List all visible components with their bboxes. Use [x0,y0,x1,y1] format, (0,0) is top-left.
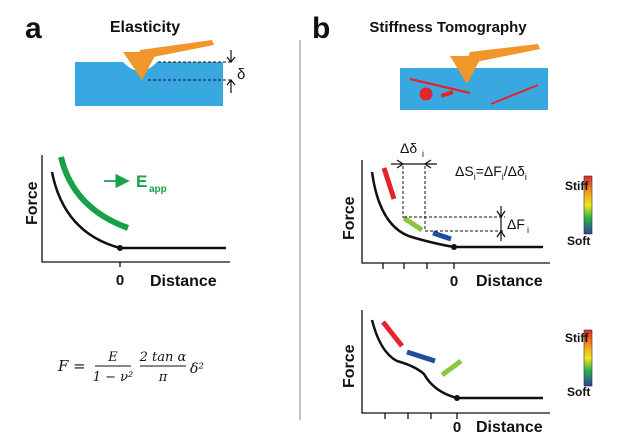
force-curve-b [370,171,543,249]
dd-arrowhead-right [423,159,432,169]
delta-delta-subscript: i [422,149,424,159]
inclusion-fiber-2 [440,90,454,98]
tick-zero-label-a: 0 [116,272,124,289]
force-axis-label-lower: Force [341,344,358,388]
formula-frac2-num: 2 tan α [139,350,187,365]
depth-arrowhead-top [226,56,236,63]
tick-zero-label-lower: 0 [453,419,461,435]
contact-point-a [117,245,123,251]
force-curve-a [50,171,226,250]
tick-zero-label-b: 0 [450,273,458,290]
substrate-a [75,62,223,106]
force-axes-b [361,160,550,264]
scale-soft-label-lower: Soft [567,385,590,399]
cantilever-b [466,44,540,64]
afm-tip-a [123,52,157,80]
stiffness-segment-red-lower [381,320,404,348]
df-arrowhead-bottom [496,229,506,238]
stiffness-color-scale [583,175,593,235]
panel-b-title: Stiffness Tomography [369,19,527,36]
panel-b-letter: b [312,12,330,45]
stiffness-segment-green-b [402,215,424,233]
e-app-subscript: app [149,184,167,195]
contact-point-lower [454,395,460,401]
formula-frac1-den: 1 − ν² [93,370,134,385]
stiffness-segment-blue-lower [406,349,436,364]
delta-delta-label: Δδ [400,140,417,156]
formula-frac2-den: π [158,370,168,385]
delta-f-label: ΔF [507,216,525,232]
distance-axis-label-b: Distance [476,273,543,290]
scale-stiff-label-lower: Stiff [565,331,589,345]
distance-axis-label-lower: Distance [476,419,543,435]
dd-arrowhead-left [396,159,405,169]
panel-a-letter: a [25,12,42,45]
formula-frac1-num: E [107,350,118,365]
afm-tip-b [450,56,482,84]
inclusion-fiber-1 [409,77,471,95]
distance-axis-label-a: Distance [150,273,217,290]
force-axes-a [41,155,230,263]
contact-point-b [451,244,457,250]
stiffness-segment-green-lower [440,358,463,378]
inclusion-particle [419,87,433,101]
inclusion-fiber-3 [490,84,539,105]
stiffness-color-scale-lower [583,329,593,387]
scale-soft-label: Soft [567,234,590,248]
stiffness-relation: ΔSi=ΔFi/Δδi [455,163,527,182]
modulus-curve-a [58,156,130,231]
force-curve-lower [370,319,543,400]
depth-symbol: δ [237,66,245,83]
formula-tail: δ² [190,361,204,377]
depth-arrowhead-bottom [226,79,236,86]
formula-lhs: F = [57,357,86,375]
df-arrowhead-top [496,210,506,219]
force-axes-lower [361,310,550,414]
scale-stiff-label: Stiff [565,179,589,193]
force-axis-label-b: Force [341,196,358,240]
stiffness-segment-blue-b [432,230,452,242]
delta-f-subscript: i [527,225,529,235]
panel-a-title: Elasticity [110,19,180,36]
e-app-label: E [136,172,147,191]
force-axis-label-a: Force [24,181,41,225]
stiffness-segment-red-b [381,167,397,200]
cantilever-a [138,40,214,60]
